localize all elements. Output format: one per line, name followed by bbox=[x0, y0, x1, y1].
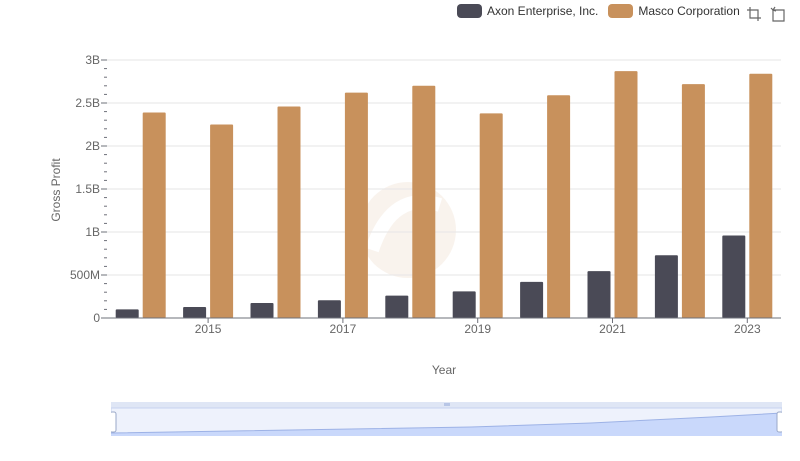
y-axis-title: Gross Profit bbox=[49, 158, 63, 222]
bar-axon-2023[interactable] bbox=[722, 235, 746, 318]
bar-axon-2014[interactable] bbox=[115, 309, 139, 318]
bar-axon-2019[interactable] bbox=[452, 291, 476, 318]
bar-masco-2022[interactable] bbox=[681, 84, 705, 318]
bar-masco-2023[interactable] bbox=[749, 73, 773, 318]
bar-axon-2015[interactable] bbox=[183, 306, 207, 318]
zoom-reset-icon[interactable] bbox=[770, 6, 786, 22]
bar-masco-2015[interactable] bbox=[210, 124, 234, 319]
legend-swatch-masco bbox=[608, 4, 634, 18]
bar-axon-2020[interactable] bbox=[520, 281, 544, 318]
legend-item-masco[interactable]: Masco Corporation bbox=[608, 4, 740, 18]
x-tick-label: 2019 bbox=[464, 322, 491, 336]
legend-label-masco: Masco Corporation bbox=[638, 4, 740, 18]
bar-axon-2018[interactable] bbox=[385, 295, 409, 318]
y-tick-label: 500M bbox=[70, 268, 100, 282]
zoom-grip[interactable] bbox=[444, 403, 450, 406]
y-tick-label: 2.5B bbox=[75, 96, 100, 110]
x-axis-title: Year bbox=[431, 363, 457, 377]
bar-masco-2017[interactable] bbox=[344, 92, 368, 319]
y-tick-label: 3B bbox=[85, 53, 100, 67]
y-tick-label: 0 bbox=[93, 311, 100, 325]
bar-masco-2018[interactable] bbox=[412, 85, 436, 318]
y-axis: 0 500M 1B 1.5B 2B 2.5B 3B bbox=[70, 53, 107, 325]
bars[interactable] bbox=[115, 71, 773, 319]
x-tick-label: 2021 bbox=[599, 322, 626, 336]
bar-masco-2016[interactable] bbox=[277, 106, 301, 318]
x-tick-label: 2017 bbox=[330, 322, 357, 336]
bar-axon-2021[interactable] bbox=[587, 271, 611, 318]
x-tick-label: 2023 bbox=[734, 322, 761, 336]
legend: Axon Enterprise, Inc. Masco Corporation bbox=[457, 4, 750, 18]
bar-masco-2014[interactable] bbox=[142, 112, 166, 319]
y-tick-label: 2B bbox=[85, 139, 100, 153]
x-axis: 2015 2017 2019 2021 2023 bbox=[107, 317, 781, 336]
legend-swatch-axon bbox=[457, 4, 482, 18]
toolbox bbox=[746, 6, 786, 22]
y-tick-label: 1B bbox=[85, 225, 100, 239]
bar-axon-2016[interactable] bbox=[250, 302, 274, 318]
legend-item-axon[interactable]: Axon Enterprise, Inc. bbox=[457, 4, 598, 18]
watermark-logo bbox=[360, 182, 456, 278]
bar-masco-2020[interactable] bbox=[547, 95, 571, 318]
y-tick-label: 1.5B bbox=[75, 182, 100, 196]
zoom-preview-line bbox=[111, 412, 782, 434]
bar-axon-2017[interactable] bbox=[317, 300, 341, 318]
x-tick-label: 2015 bbox=[195, 322, 222, 336]
legend-label-axon: Axon Enterprise, Inc. bbox=[487, 4, 599, 18]
bar-axon-2022[interactable] bbox=[654, 255, 678, 318]
zoom-icon[interactable] bbox=[746, 6, 762, 22]
data-zoom-slider[interactable] bbox=[111, 402, 782, 436]
zoom-handle-right[interactable] bbox=[776, 411, 782, 433]
zoom-handle-left[interactable] bbox=[111, 411, 117, 433]
bar-masco-2021[interactable] bbox=[614, 71, 638, 319]
bar-masco-2019[interactable] bbox=[479, 113, 503, 318]
